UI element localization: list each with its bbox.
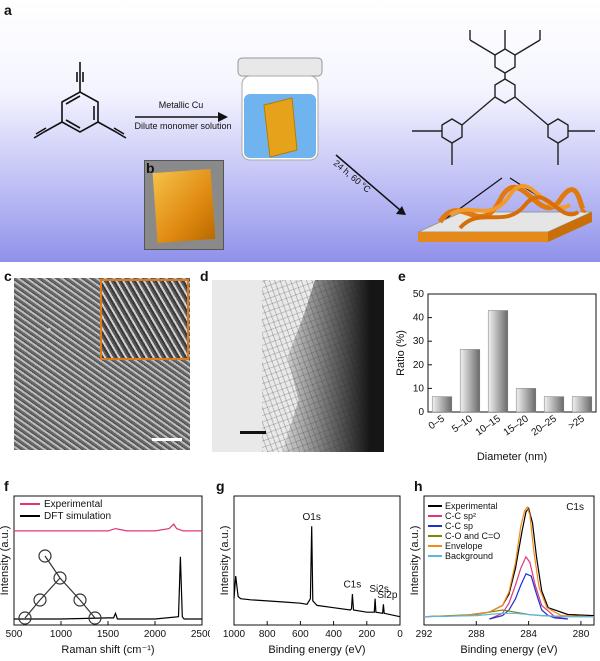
x-tick-label: 2500 <box>191 629 210 640</box>
series-line <box>423 505 595 618</box>
chart-title: C1s <box>566 502 584 513</box>
legend-label: Envelope <box>445 541 483 551</box>
x-axis-label: Diameter (nm) <box>477 451 547 463</box>
x-tick-label: 500 <box>6 629 23 640</box>
dft-molecule-icon <box>18 549 102 625</box>
chart-f: 500 1000 1500 2000 2500 Raman shift (cm⁻¹) Int… <box>0 495 210 656</box>
x-tick-label: 2000 <box>144 629 167 640</box>
legend-label: C-C sp² <box>445 511 476 521</box>
x-tick-label: 800 <box>259 629 276 640</box>
plot-frame <box>233 495 401 626</box>
bar <box>459 349 481 413</box>
x-tick-label: 288 <box>468 629 485 640</box>
y-axis-label: Ratio (%) <box>395 330 407 376</box>
x-tick-label: 15–20 <box>502 413 531 438</box>
x-tick-label: 1500 <box>97 629 120 640</box>
x-tick-label: 10–15 <box>474 413 503 438</box>
x-tick-label: 0 <box>397 629 403 640</box>
plot-frame <box>423 495 595 626</box>
y-tick-label: 50 <box>413 289 425 300</box>
y-tick-label: 20 <box>413 360 425 371</box>
legend-label: C-O and C=O <box>445 531 500 541</box>
y-tick-label: 40 <box>413 313 425 324</box>
bar <box>571 396 593 413</box>
polymer-network-structure <box>412 30 595 165</box>
panel-letter-f: f <box>4 478 9 494</box>
x-tick-label: 200 <box>358 629 375 640</box>
arrow-1-label-top: Metallic Cu <box>158 100 204 110</box>
x-tick-label: 0–5 <box>427 413 447 432</box>
tem-image <box>212 280 384 452</box>
bar <box>515 388 537 413</box>
panel-letter-c: c <box>4 268 12 284</box>
x-axis-label: Binding energy (eV) <box>460 644 557 656</box>
series-line <box>233 526 401 618</box>
plot-frame <box>427 293 597 413</box>
legend-label: Background <box>445 551 493 561</box>
x-axis-label: Binding energy (eV) <box>268 644 365 656</box>
panel-letter-b: b <box>146 160 155 176</box>
x-tick-label: >25 <box>567 413 588 432</box>
bar <box>543 396 565 413</box>
peak-annotation: O1s <box>303 512 321 523</box>
bar <box>487 310 509 413</box>
x-tick-label: 1000 <box>50 629 73 640</box>
arrow-2 <box>335 154 401 211</box>
panel-a-scheme <box>33 30 595 242</box>
arrow-1-label-bottom: Dilute monomer solution <box>134 121 232 131</box>
legend-label: Experimental <box>44 499 102 510</box>
x-tick-label: 5–10 <box>450 413 475 435</box>
chart-g: 1000 800 600 400 200 0 Binding energy (eV) Inte… <box>219 495 403 656</box>
panel-letter-a: a <box>4 2 12 18</box>
series-line <box>423 612 594 618</box>
legend-label: C-C sp <box>445 521 473 531</box>
y-tick-label: 0 <box>418 407 424 418</box>
x-tick-label: 292 <box>416 629 433 640</box>
series-line <box>14 523 202 532</box>
sem-inset <box>100 279 189 360</box>
x-tick-label: 600 <box>292 629 309 640</box>
bar <box>431 396 453 413</box>
panel-letter-e: e <box>398 268 406 284</box>
substrate-illustration <box>417 184 593 242</box>
chart-h: 292 288 284 280 Binding energy (eV) Intensity… <box>409 495 595 656</box>
monomer-structure <box>33 62 127 139</box>
peak-annotation: C1s <box>343 580 361 591</box>
film-sample <box>152 169 216 243</box>
y-axis-label: Intensity (a.u.) <box>219 526 231 596</box>
peak-annotation: Si2s <box>369 584 388 595</box>
panel-letter-d: d <box>200 268 209 284</box>
y-tick-label: 10 <box>413 383 425 394</box>
x-tick-label: 1000 <box>223 629 246 640</box>
legend-label: Experimental <box>445 501 498 511</box>
x-axis-label: Raman shift (cm⁻¹) <box>61 644 154 656</box>
scale-bar-c <box>152 438 182 441</box>
scale-bar-d <box>240 431 266 434</box>
series-line <box>14 556 202 620</box>
panel-letter-g: g <box>216 478 225 494</box>
x-tick-label: 284 <box>520 629 537 640</box>
x-tick-label: 20–25 <box>530 413 559 438</box>
series-line <box>489 555 568 620</box>
x-tick-label: 400 <box>325 629 342 640</box>
x-tick-label: 280 <box>573 629 590 640</box>
y-axis-label: Intensity (a.u.) <box>0 526 11 596</box>
y-tick-label: 30 <box>413 336 425 347</box>
photo-b <box>144 160 224 250</box>
legend-label: DFT simulation <box>44 511 111 522</box>
panel-letter-h: h <box>414 478 423 494</box>
peak-annotation: Si2p <box>377 590 397 601</box>
y-axis-label: Intensity (a.u.) <box>409 526 421 596</box>
reaction-jar-icon <box>237 57 323 161</box>
